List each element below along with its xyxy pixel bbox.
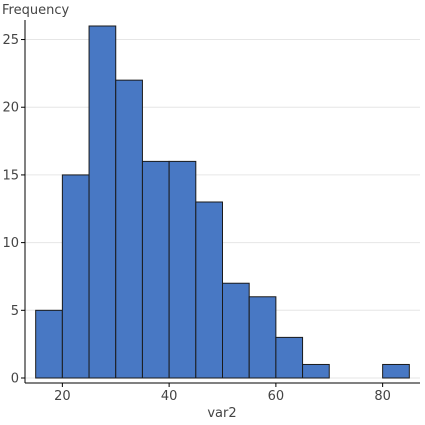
y-tick-label: 5 [11,304,19,319]
histogram-bar [382,363,410,379]
x-tick-label: 80 [374,389,391,404]
histogram-bar [35,309,63,379]
histogram-bar [115,79,143,379]
y-tick-label: 25 [2,33,19,48]
x-tick-label: 40 [161,389,178,404]
x-tick-label: 60 [268,389,285,404]
y-tick-label: 0 [11,372,19,387]
x-tick-label: 20 [54,389,71,404]
y-tick-label: 15 [2,168,19,183]
y-axis-title: Frequency [2,3,69,18]
histogram-bar [222,282,250,379]
histogram-bar [168,160,197,379]
histogram-bar [61,174,90,379]
y-tick-label: 10 [2,236,19,251]
x-ticks: 20 40 60 80 [54,383,391,404]
histogram-bar [275,336,304,379]
histogram-bar [141,160,170,379]
y-tick-label: 20 [2,101,19,116]
bars [35,25,410,379]
axes [24,20,420,384]
histogram-bar [88,25,117,379]
x-axis-title: var2 [207,406,236,421]
y-ticks: 0 5 10 15 20 25 [2,33,25,387]
histogram-bar [195,201,223,379]
histogram-bar [302,363,330,379]
histogram-bar [248,296,277,379]
